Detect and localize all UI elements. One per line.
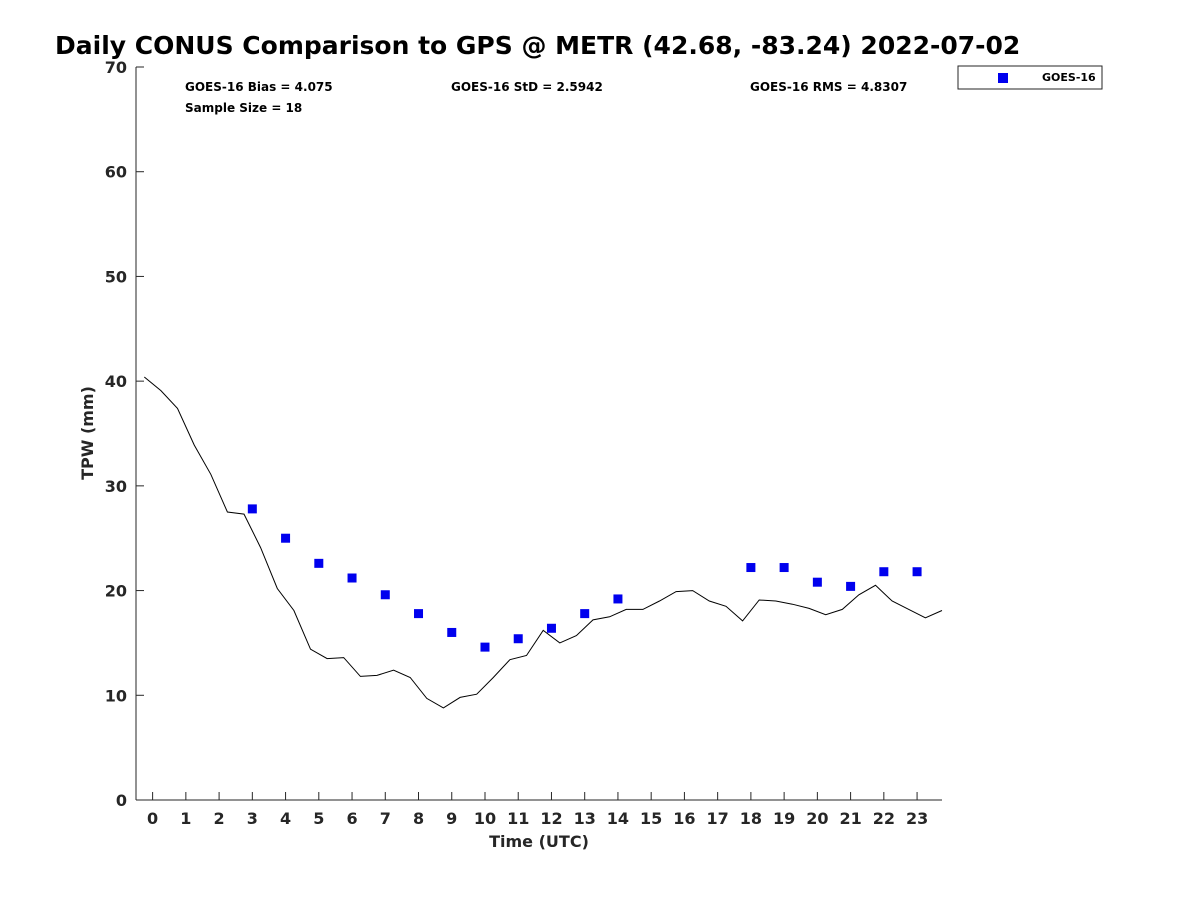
x-tick-label: 23 xyxy=(906,809,928,828)
x-tick-label: 18 xyxy=(740,809,762,828)
goes-16-point xyxy=(812,577,822,587)
stat-rms: GOES-16 RMS = 4.8307 xyxy=(750,80,907,94)
x-tick-label: 6 xyxy=(346,809,357,828)
y-tick-label: 30 xyxy=(105,477,127,496)
goes-16-point xyxy=(247,504,257,514)
x-tick-label: 2 xyxy=(214,809,225,828)
chart-title: Daily CONUS Comparison to GPS @ METR (42… xyxy=(55,31,1020,60)
x-tick-label: 5 xyxy=(313,809,324,828)
x-tick-label: 3 xyxy=(247,809,258,828)
stats-annotations: GOES-16 Bias = 4.075 GOES-16 StD = 2.594… xyxy=(185,80,907,115)
x-tick-label: 8 xyxy=(413,809,424,828)
goes-16-point xyxy=(447,627,457,637)
goes-16-point xyxy=(879,567,889,577)
y-tick-label: 40 xyxy=(105,372,127,391)
x-tick-label: 22 xyxy=(873,809,895,828)
y-axis-label: TPW (mm) xyxy=(78,386,97,480)
gps-tpw-line xyxy=(143,376,943,709)
x-tick-label: 21 xyxy=(839,809,861,828)
marker-series xyxy=(247,504,922,652)
x-tick-label: 17 xyxy=(707,809,729,828)
x-tick-label: 1 xyxy=(180,809,191,828)
x-tick-label: 15 xyxy=(640,809,662,828)
x-tick-label: 14 xyxy=(607,809,629,828)
stat-std: GOES-16 StD = 2.5942 xyxy=(451,80,603,94)
goes-16-point xyxy=(613,594,623,604)
x-tick-label: 16 xyxy=(673,809,695,828)
goes-16-point xyxy=(414,609,424,619)
goes-16-point xyxy=(314,558,324,568)
x-tick-label: 10 xyxy=(474,809,496,828)
y-tick-label: 0 xyxy=(116,791,127,810)
stat-sample-size: Sample Size = 18 xyxy=(185,101,302,115)
goes-16-point xyxy=(846,581,856,591)
goes-16-point xyxy=(912,567,922,577)
x-tick-label: 12 xyxy=(540,809,562,828)
x-tick-label: 19 xyxy=(773,809,795,828)
goes-16-point xyxy=(513,634,523,644)
goes-16-point xyxy=(380,590,390,600)
x-axis-label: Time (UTC) xyxy=(489,832,589,851)
goes-16-point xyxy=(347,573,357,583)
legend: GOES-16 xyxy=(957,65,1103,90)
goes-16-point xyxy=(580,609,590,619)
line-series xyxy=(143,376,943,709)
x-tick-label: 11 xyxy=(507,809,529,828)
y-tick-label: 20 xyxy=(105,582,127,601)
x-tick-label: 13 xyxy=(574,809,596,828)
x-tick-label: 9 xyxy=(446,809,457,828)
legend-swatch-goes-16 xyxy=(998,73,1008,83)
goes-16-point xyxy=(546,623,556,633)
x-tick-label: 20 xyxy=(806,809,828,828)
goes-16-point xyxy=(779,563,789,573)
y-tick-label: 60 xyxy=(105,163,127,182)
goes-16-point xyxy=(480,642,490,652)
goes-16-point xyxy=(746,563,756,573)
x-tick-label: 0 xyxy=(147,809,158,828)
y-tick-label: 70 xyxy=(105,58,127,77)
x-tick-label: 7 xyxy=(380,809,391,828)
x-tick-label: 4 xyxy=(280,809,291,828)
y-tick-label: 10 xyxy=(105,686,127,705)
stat-bias: GOES-16 Bias = 4.075 xyxy=(185,80,333,94)
legend-label-goes-16: GOES-16 xyxy=(1042,71,1096,84)
legend-box xyxy=(957,65,1103,90)
y-tick-label: 50 xyxy=(105,267,127,286)
y-ticks: 0 10 20 30 40 50 60 70 xyxy=(105,58,144,810)
goes-16-point xyxy=(281,533,291,543)
x-ticks: 0 1 2 3 4 5 6 7 8 9 10 11 12 13 14 15 16 17 18 19 20 21 22 23 xyxy=(147,792,928,828)
